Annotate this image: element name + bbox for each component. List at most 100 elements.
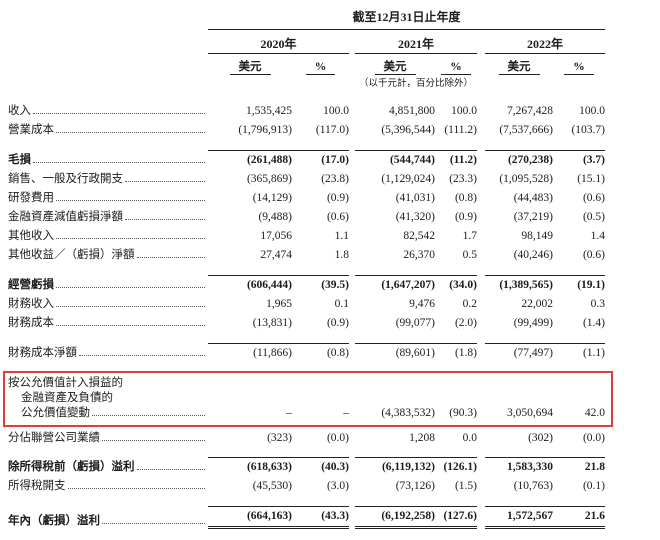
year-header-row: 2020年 2021年 2022年: [8, 30, 660, 55]
value-cell: 1.1: [334, 230, 349, 243]
value-cell: (1,389,565): [485, 274, 553, 293]
value-cell: 7,267,428: [507, 105, 553, 118]
leader-dots: [56, 238, 205, 240]
value-cell: (40.3): [292, 457, 349, 475]
value-cell: (11.2): [435, 150, 477, 168]
usd-label: 美元: [374, 61, 416, 76]
value-cell: 1,572,567: [485, 506, 553, 530]
value-cell: (117.0): [315, 124, 349, 137]
table-row: 財務成本淨額 (11,866) (0.8) (89,601) (1.8) (77,497)…: [8, 342, 660, 361]
value-cell: (23.3): [449, 173, 477, 186]
value-cell: (14,129): [252, 192, 292, 205]
row-label-text: 其他收入: [8, 230, 54, 243]
table-row: 年內（虧損）溢利 (664,163) (43.3) (6,192,258) (127.6…: [8, 506, 660, 530]
value-cell: –: [343, 406, 349, 419]
units-note-row: （以千元計，百分比除外）: [8, 78, 660, 90]
leader-dots: [56, 324, 205, 326]
value-cell: (1.4): [582, 316, 605, 329]
value-cell: 0.2: [462, 297, 477, 310]
value-cell: (7,537,666): [499, 124, 553, 137]
table-row: 營業成本 (1,796,913) (117.0) (5,396,544) (111.2)…: [8, 123, 660, 138]
year-header-2022: 2022年: [485, 37, 605, 55]
row-label-text: 所得稅開支: [8, 480, 66, 493]
leader-dots: [33, 162, 205, 164]
value-cell: (89,601): [355, 342, 435, 361]
leader-dots: [136, 257, 205, 259]
value-cell: 22,002: [521, 297, 553, 310]
leader-dots: [125, 181, 205, 183]
value-cell: 27,474: [260, 249, 292, 262]
value-cell: (11,866): [208, 342, 292, 361]
value-cell: (0.9): [454, 211, 477, 224]
value-cell: 1.4: [590, 230, 605, 243]
value-cell: (73,126): [395, 480, 435, 493]
row-label: 經營虧損: [8, 278, 208, 293]
row-label-text: 財務收入: [8, 297, 54, 310]
row-label: 年內（虧損）溢利: [8, 514, 208, 529]
value-cell: (1,647,207): [355, 274, 435, 293]
table-row: 其他收入 17,056 1.1 82,542 1.7 98,149 1.4: [8, 229, 660, 244]
value-cell: (3.0): [326, 480, 349, 493]
value-cell: (34.0): [435, 274, 477, 293]
value-cell: (323): [267, 431, 292, 444]
value-cell: 1,208: [409, 431, 435, 444]
leader-dots: [102, 523, 205, 525]
row-label-text: 按公允價值計入損益的: [8, 376, 123, 389]
row-label-text: 經營虧損: [8, 278, 54, 291]
value-cell: (0.6): [582, 249, 605, 262]
value-cell: 100.0: [451, 105, 477, 118]
col-header-pct-2022: %: [553, 60, 605, 76]
leader-dots: [56, 286, 205, 288]
leader-dots: [125, 219, 205, 221]
row-label: 營業成本: [8, 123, 208, 138]
row-label: 研發費用: [8, 191, 208, 206]
value-cell: (544,744): [355, 150, 435, 168]
value-cell: 1,965: [266, 297, 292, 310]
value-cell: (103.7): [571, 124, 605, 137]
value-cell: (19.1): [553, 274, 605, 293]
row-label-text: 收入: [8, 105, 31, 118]
value-cell: (5,396,544): [381, 124, 435, 137]
value-cell: (111.2): [444, 124, 477, 137]
value-cell: (41,031): [395, 192, 435, 205]
value-cell: 98,149: [521, 230, 553, 243]
value-cell: 0.3: [590, 297, 605, 310]
value-cell: (40,246): [513, 249, 553, 262]
value-cell: (9,488): [258, 211, 292, 224]
units-note: （以千元計，百分比除外）: [358, 79, 473, 90]
row-label-text: 銷售、一般及行政開支: [8, 173, 123, 186]
row-label-text: 財務成本淨額: [8, 346, 77, 359]
col-header-pct-2020: %: [292, 60, 349, 76]
value-cell: (6,119,132): [355, 457, 435, 475]
period-header-row: 截至12月31日止年度: [8, 10, 660, 30]
leader-dots: [33, 113, 205, 115]
value-cell: (0.8): [292, 342, 349, 361]
value-cell: (15.1): [577, 173, 605, 186]
usd-label: 美元: [229, 61, 271, 76]
value-cell: (3.7): [553, 150, 605, 168]
value-cell: 1.7: [462, 230, 477, 243]
table-row: 財務收入 1,965 0.1 9,476 0.2 22,002 0.3: [8, 297, 660, 312]
row-label: 其他收入: [8, 229, 208, 244]
value-cell: (302): [528, 431, 553, 444]
table-body: 收入 1,535,425 100.0 4,851,800 100.0 7,267,428 1…: [3, 104, 660, 530]
value-cell: (1.1): [553, 342, 605, 361]
col-header-usd-2020: 美元: [208, 60, 292, 76]
row-label: 毛損: [8, 153, 208, 168]
value-cell: 1.8: [334, 249, 349, 262]
value-cell: (6,192,258): [355, 506, 435, 530]
value-cell: 1,583,330: [485, 457, 553, 475]
value-cell: (0.9): [326, 192, 349, 205]
value-cell: (664,163): [208, 506, 292, 530]
value-cell: 3,050,694: [507, 406, 553, 419]
value-cell: (1,129,024): [381, 173, 435, 186]
col-header-usd-2021: 美元: [355, 60, 435, 76]
table-row: 金融資產減值虧損淨額 (9,488) (0.6) (41,320) (0.9) (37,2…: [8, 210, 660, 225]
value-cell: 1,535,425: [246, 105, 292, 118]
table-row-highlighted: 按公允價值計入損益的 金融資產及負債的 公允價值變動 – – (4,383,532) (90…: [3, 370, 613, 427]
value-cell: 0.0: [462, 431, 477, 444]
row-label-text: 公允價值變動: [21, 406, 90, 419]
row-label: 財務成本淨額: [8, 346, 208, 361]
value-cell: (37,219): [513, 211, 553, 224]
value-cell: (39.5): [292, 274, 349, 293]
